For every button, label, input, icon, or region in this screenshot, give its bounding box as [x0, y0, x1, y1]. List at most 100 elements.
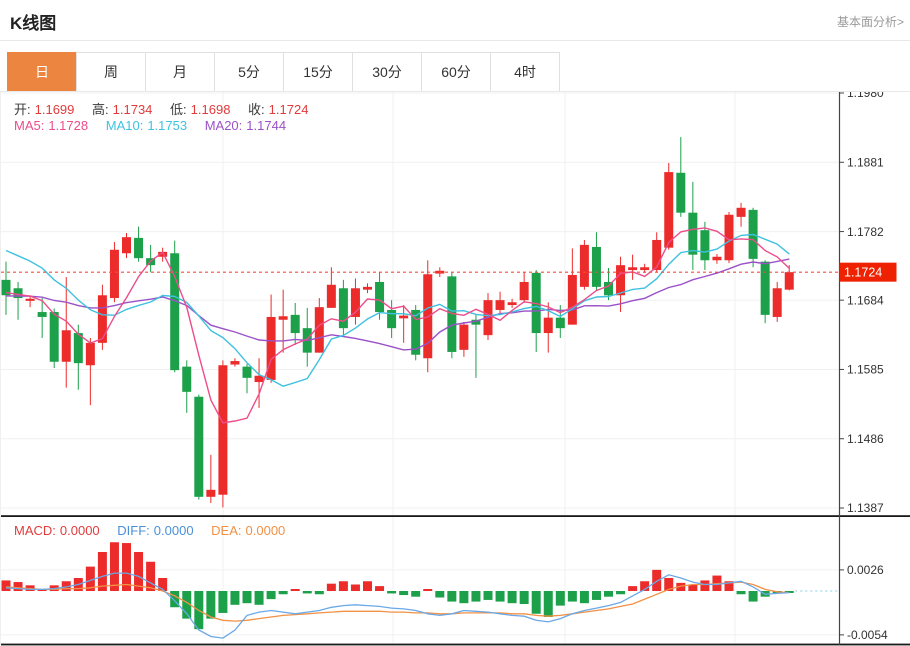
- price-axis-label: 1.1585: [847, 363, 884, 377]
- ma20-line: [5, 258, 790, 351]
- tab-60min[interactable]: 60分: [421, 52, 491, 92]
- candle-up: [543, 317, 553, 334]
- ma10-line: [5, 233, 790, 387]
- macd-bar: [483, 591, 493, 600]
- macd-bar: [13, 582, 23, 591]
- candle-up: [459, 324, 469, 350]
- tab-day[interactable]: 日: [7, 52, 77, 92]
- candle-up: [109, 249, 119, 299]
- open-value: 1.1699: [34, 102, 75, 117]
- macd-bar: [1, 580, 11, 591]
- tab-4hour[interactable]: 4时: [490, 52, 560, 92]
- candle-up: [97, 295, 107, 343]
- ma5-line: [5, 227, 790, 424]
- candle-up: [652, 239, 662, 271]
- candle-up: [350, 288, 360, 317]
- tabs-bottom-line: [0, 91, 910, 92]
- macd-histogram: [1, 542, 794, 630]
- candle-up: [772, 288, 782, 317]
- macd-bar: [314, 591, 324, 595]
- candle-down: [73, 333, 83, 364]
- candle-up: [519, 281, 529, 301]
- candle-up: [712, 256, 722, 261]
- low-label: 低:: [170, 102, 187, 117]
- candle-down: [676, 172, 686, 213]
- candle-up: [218, 365, 228, 495]
- price-axis-label: 1.1387: [847, 501, 884, 515]
- macd-bar: [387, 591, 397, 594]
- macd-bar: [628, 586, 638, 591]
- macd-bar: [604, 591, 613, 597]
- macd-bar: [579, 591, 589, 604]
- candle-up: [567, 274, 577, 325]
- macd-bar: [350, 584, 360, 591]
- macd-bar: [326, 583, 336, 591]
- macd-axis-label: -0.0054: [847, 628, 888, 642]
- price-axis-label: 1.1782: [847, 225, 884, 239]
- candle-down: [604, 281, 613, 296]
- tab-5min[interactable]: 5分: [214, 52, 284, 92]
- candle-up: [784, 272, 794, 290]
- macd-bar: [206, 591, 216, 619]
- macd-bar: [399, 591, 409, 596]
- current-price-badge: [839, 262, 897, 282]
- chart-area[interactable]: 1.1980 1.1881 1.1782 1.1684 1.1585 1.1486 1.13…: [0, 92, 910, 646]
- tab-month[interactable]: 月: [145, 52, 215, 92]
- macd-bar: [748, 591, 758, 602]
- candle-up: [579, 244, 589, 287]
- candle-up: [724, 214, 734, 261]
- candle-down: [134, 237, 144, 259]
- high-value: 1.1734: [112, 102, 153, 117]
- candle-down: [242, 366, 252, 378]
- timeframe-tabs: 日 周 月 5分 15分 30分 60分 4时: [7, 52, 560, 92]
- candle-up: [640, 267, 650, 271]
- candle-down: [37, 312, 47, 317]
- header-divider: [0, 40, 910, 41]
- candle-down: [411, 309, 421, 355]
- candle-down: [700, 230, 710, 261]
- macd-bar: [652, 569, 662, 591]
- fundamental-analysis-link[interactable]: 基本面分析>: [836, 15, 904, 29]
- macd-bar: [290, 589, 300, 591]
- macd-axis-label: 0.0026: [847, 563, 884, 577]
- candle-up: [363, 286, 372, 290]
- macd-legend: MACD: 0.0000 DIFF: 0.0000 DEA: 0.0000: [14, 523, 289, 538]
- price-axis-label: 1.1486: [847, 432, 884, 446]
- kline-chart-canvas[interactable]: 1.1980 1.1881 1.1782 1.1684 1.1585 1.1486 1.13…: [1, 92, 910, 646]
- macd-bar: [182, 591, 192, 619]
- candle-down: [338, 288, 348, 329]
- gridlines: [1, 92, 840, 643]
- macd-bar: [85, 566, 95, 591]
- macd-bar: [447, 591, 457, 602]
- candle-up: [254, 375, 264, 383]
- candle-down: [387, 309, 397, 329]
- candle-down: [194, 396, 204, 497]
- macd-bar: [109, 542, 119, 591]
- candle-up: [736, 207, 746, 217]
- macd-bar: [591, 591, 601, 600]
- candle-up: [616, 265, 626, 296]
- page-title: K线图: [10, 14, 57, 33]
- price-axis-label: 1.1980: [847, 92, 884, 100]
- candle-up: [664, 172, 674, 248]
- low-value: 1.1698: [190, 102, 231, 117]
- macd-bar: [700, 580, 710, 591]
- candle-down: [13, 288, 23, 299]
- ma5-value: 1.1728: [48, 118, 89, 133]
- macd-value: 0.0000: [59, 523, 100, 538]
- macd-bar: [266, 591, 276, 600]
- panel-separator: [1, 515, 910, 517]
- macd-bar: [230, 591, 240, 605]
- tab-week[interactable]: 周: [76, 52, 146, 92]
- candle-up: [25, 298, 35, 301]
- ma-legend: MA5: 1.1728 MA10: 1.1753 MA20: 1.1744: [14, 118, 290, 133]
- diff-value: 0.0000: [153, 523, 194, 538]
- macd-bar: [278, 591, 288, 595]
- macd-bar: [459, 591, 469, 604]
- candle-down: [591, 246, 601, 287]
- bottom-border: [1, 643, 910, 646]
- tab-15min[interactable]: 15分: [283, 52, 353, 92]
- macd-bar: [616, 591, 626, 595]
- tab-30min[interactable]: 30分: [352, 52, 422, 92]
- macd-bar: [411, 591, 421, 597]
